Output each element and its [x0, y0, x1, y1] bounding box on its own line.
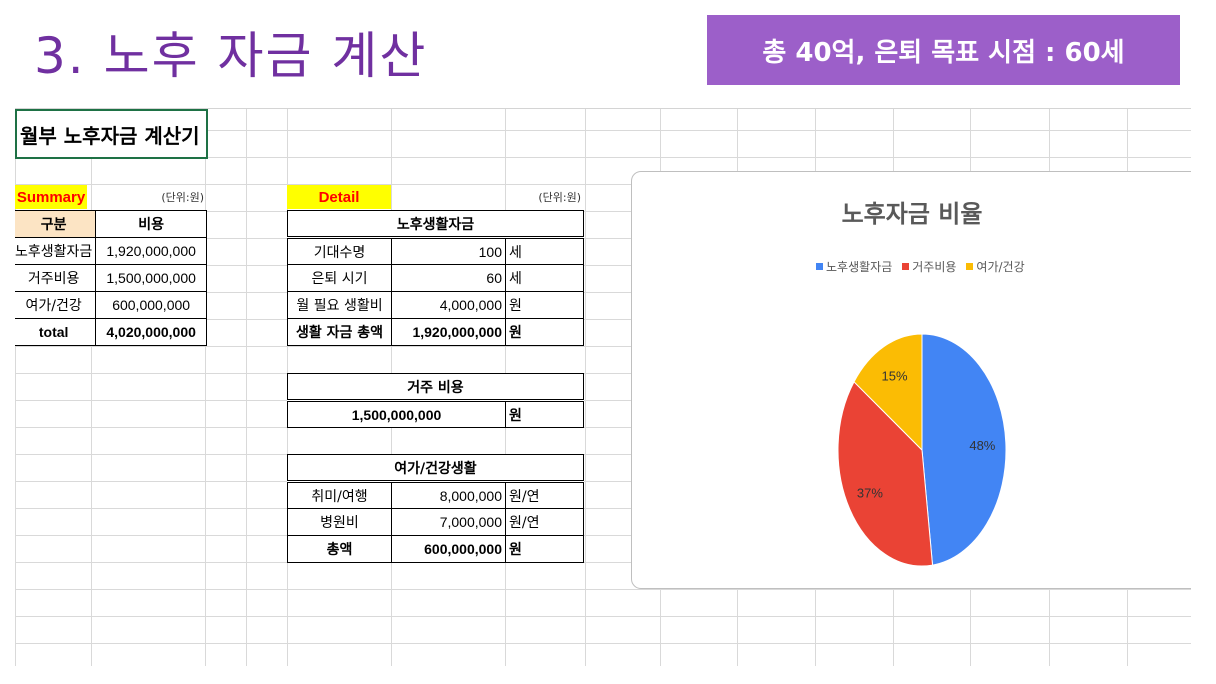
living-row-label[interactable]: 월 필요 생활비	[287, 291, 392, 319]
legend-label: 여가/건강	[976, 260, 1025, 274]
grid-column-line	[246, 109, 247, 666]
grid-row-line	[15, 319, 1191, 320]
grid-row-line	[15, 292, 1191, 293]
spreadsheet[interactable]: 월부 노후자금 계산기 Summary (단위:원) 구분 비용 노후생활자금 …	[15, 108, 1191, 666]
living-row-unit[interactable]: 원	[505, 291, 584, 319]
grid-row-line	[15, 346, 1191, 347]
summary-header-cost[interactable]: 비용	[95, 210, 207, 238]
living-row-label[interactable]: 은퇴 시기	[287, 264, 392, 292]
leisure-cost-title[interactable]: 여가/건강생활	[287, 454, 584, 483]
leisure-cost-table: 여가/건강생활 취미/여행 8,000,000 원/연 병원비 7,000,00…	[287, 454, 584, 563]
grid-row-line	[15, 211, 1191, 212]
grid-row-line	[15, 265, 1191, 266]
housing-cost-title[interactable]: 거주 비용	[287, 373, 584, 402]
living-row-unit[interactable]: 세	[505, 264, 584, 292]
pie-slice[interactable]	[837, 380, 934, 567]
grid-row-line	[15, 616, 1191, 617]
calculator-title: 월부 노후자금 계산기	[20, 123, 200, 148]
grid-column-line	[91, 109, 92, 666]
grid-row-line	[15, 454, 1191, 455]
leisure-row-value[interactable]: 8,000,000	[391, 481, 506, 509]
housing-cost-value[interactable]: 1,500,000,000	[287, 400, 506, 428]
legend-swatch	[902, 263, 910, 270]
chart-title: 노후자금 비율	[841, 200, 983, 228]
summary-row-category[interactable]: 거주비용	[15, 264, 97, 292]
summary-unit[interactable]: (단위:원)	[161, 191, 204, 204]
legend-item: 거주비용	[902, 258, 956, 275]
leisure-row-label[interactable]: 취미/여행	[287, 481, 392, 509]
living-total-unit[interactable]: 원	[505, 318, 584, 346]
living-total-label[interactable]: 생활 자금 총액	[287, 318, 392, 346]
pie-data-label: 48%	[969, 438, 995, 453]
pie-data-label: 37%	[857, 486, 883, 501]
pie-slice[interactable]	[921, 333, 1007, 566]
legend-item: 노후생활자금	[816, 258, 892, 275]
calculator-title-cell[interactable]: 월부 노후자금 계산기	[15, 109, 208, 159]
summary-header-category[interactable]: 구분	[15, 210, 97, 238]
grid-row-line	[15, 562, 1191, 563]
pie-slice[interactable]	[853, 333, 923, 452]
grid-column-line	[205, 109, 206, 666]
grid-row-line	[15, 373, 1191, 374]
pie-chart[interactable]: 노후자금 비율 노후생활자금 거주비용 여가/건강 48% 37% 15%	[631, 171, 1191, 589]
living-cost-title[interactable]: 노후생활자금	[287, 210, 584, 239]
grid-row-line	[15, 643, 1191, 644]
legend-swatch	[816, 263, 823, 270]
legend-label: 거주비용	[912, 260, 957, 274]
summary-total-label[interactable]: total	[15, 318, 97, 346]
grid-row-line	[15, 130, 1191, 131]
goal-banner: 총 40억, 은퇴 목표 시점 : 60세	[707, 15, 1180, 85]
grid-row-line	[15, 400, 1191, 401]
grid-column-line	[15, 109, 16, 666]
summary-row-cost[interactable]: 1,500,000,000	[95, 264, 207, 292]
summary-total-cost[interactable]: 4,020,000,000	[95, 318, 207, 346]
grid-row-line	[15, 589, 1191, 590]
leisure-row-unit[interactable]: 원/연	[505, 481, 584, 509]
summary-table: 구분 비용 노후생활자금 1,920,000,000 거주비용 1,500,00…	[15, 210, 207, 346]
summary-row-cost[interactable]: 1,920,000,000	[95, 237, 207, 265]
grid-row-line	[15, 157, 1191, 158]
detail-unit[interactable]: (단위:원)	[538, 191, 581, 204]
leisure-row-unit[interactable]: 원/연	[505, 508, 584, 536]
living-row-unit[interactable]: 세	[505, 237, 584, 265]
leisure-total-unit[interactable]: 원	[505, 535, 584, 563]
grid-row-line	[15, 481, 1191, 482]
grid-row-line	[15, 184, 1191, 185]
grid-row-line	[15, 508, 1191, 509]
leisure-total-label[interactable]: 총액	[287, 535, 392, 563]
grid-row-line	[15, 427, 1191, 428]
detail-label[interactable]: Detail	[287, 185, 391, 209]
summary-label[interactable]: Summary	[15, 185, 87, 209]
leisure-row-value[interactable]: 7,000,000	[391, 508, 506, 536]
summary-row-category[interactable]: 여가/건강	[15, 291, 97, 319]
housing-cost-table: 거주 비용 1,500,000,000 원	[287, 373, 584, 428]
housing-cost-unit[interactable]: 원	[505, 400, 584, 428]
legend-swatch	[966, 263, 974, 270]
pie-plot: 48% 37% 15%	[837, 333, 1007, 567]
living-row-value[interactable]: 4,000,000	[391, 291, 506, 319]
legend-item: 여가/건강	[966, 258, 1025, 275]
living-total-value[interactable]: 1,920,000,000	[391, 318, 506, 346]
living-row-value[interactable]: 100	[391, 237, 506, 265]
slide-title: 3. 노후 자금 계산	[34, 27, 428, 85]
grid-column-line	[585, 109, 586, 666]
living-row-label[interactable]: 기대수명	[287, 237, 392, 265]
living-cost-table: 노후생활자금 기대수명 100 세 은퇴 시기 60 세 월 필요 생활비 4,…	[287, 210, 584, 346]
legend-label: 노후생활자금	[826, 260, 893, 274]
chart-legend: 노후생활자금 거주비용 여가/건강	[816, 258, 1025, 275]
summary-row-category[interactable]: 노후생활자금	[15, 237, 97, 265]
pie-data-label: 15%	[882, 369, 908, 384]
leisure-row-label[interactable]: 병원비	[287, 508, 392, 536]
grid-row-line	[15, 535, 1191, 536]
summary-row-cost[interactable]: 600,000,000	[95, 291, 207, 319]
leisure-total-value[interactable]: 600,000,000	[391, 535, 506, 563]
living-row-value[interactable]: 60	[391, 264, 506, 292]
grid-row-line	[15, 238, 1191, 239]
